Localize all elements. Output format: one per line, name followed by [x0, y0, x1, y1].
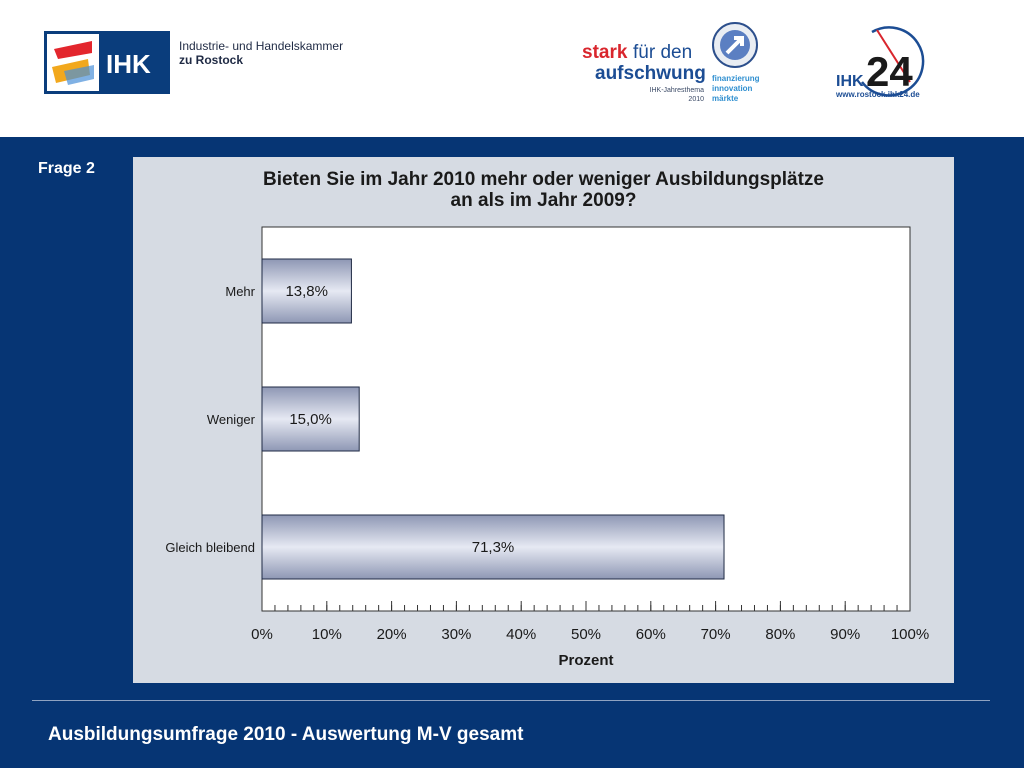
stark-word: stark: [582, 42, 628, 63]
x-tick-label-8: 80%: [765, 626, 795, 643]
x-tick-label-4: 40%: [506, 626, 536, 643]
x-tick-label-5: 50%: [571, 626, 601, 643]
header: IHK Industrie- und Handelskammer zu Rost…: [0, 0, 1024, 137]
category-label-2: Gleich bleibend: [165, 540, 255, 555]
x-tick-label-7: 70%: [701, 626, 731, 643]
x-tick-label-1: 10%: [312, 626, 342, 643]
aufschwung-text: aufschwung: [595, 63, 706, 84]
jahresthema-year: 2010: [688, 96, 704, 103]
footer-divider: [32, 700, 990, 701]
x-tick-label-6: 60%: [636, 626, 666, 643]
ihk24-prefix: IHK: [836, 73, 864, 90]
ihk24-number: 24: [866, 48, 913, 95]
chart-panel: Bieten Sie im Jahr 2010 mehr oder wenige…: [133, 157, 954, 683]
stark-item-0: finanzierung: [712, 74, 760, 83]
x-axis-label: Prozent: [558, 652, 613, 669]
x-tick-label-0: 0%: [251, 626, 273, 643]
ihk-name-line1: Industrie- und Handelskammer: [179, 39, 344, 53]
ihk24-url: www.rostock.ihk24.de: [835, 90, 920, 99]
stark-fuer-den-aufschwung-logo: stark für den aufschwung IHK-Jahresthema…: [582, 22, 760, 103]
bar-0: [261, 258, 352, 324]
ihk-logo: IHK: [44, 31, 170, 94]
data-label-0: 13,8%: [285, 283, 328, 300]
ihk-name-line2: zu Rostock: [179, 53, 244, 67]
jahresthema-text: IHK-Jahresthema: [650, 87, 705, 94]
category-label-0: Mehr: [225, 284, 255, 299]
chart-title-line2: an als im Jahr 2009?: [450, 190, 637, 211]
bar-2: [261, 514, 725, 580]
x-tick-label-2: 20%: [377, 626, 407, 643]
x-tick-label-3: 30%: [441, 626, 471, 643]
question-label: Frage 2: [38, 160, 95, 177]
category-label-1: Weniger: [207, 412, 256, 427]
fuer-den-text: für den: [633, 42, 692, 63]
chart-title: Bieten Sie im Jahr 2010 mehr oder wenige…: [133, 169, 954, 211]
arrow-up-right-icon: [725, 36, 744, 55]
stark-item-1: innovation: [712, 84, 753, 93]
ihk24-logo: IHK 24 www.rostock.ihk24.de: [835, 26, 925, 99]
chart-title-line1: Bieten Sie im Jahr 2010 mehr oder wenige…: [262, 169, 824, 190]
x-tick-label-9: 90%: [830, 626, 860, 643]
footer-title: Ausbildungsumfrage 2010 - Auswertung M-V…: [48, 724, 524, 745]
stark-item-2: märkte: [712, 94, 739, 103]
x-tick-label-10: 100%: [891, 626, 929, 643]
data-label-2: 71,3%: [472, 539, 515, 556]
bar-chart: 13,8% Mehr 15,0% Weniger 71,3% Gleich bleiben…: [165, 226, 929, 669]
data-label-1: 15,0%: [289, 411, 332, 428]
bar-1: [261, 386, 360, 452]
ihk-logo-text: IHK: [106, 49, 151, 79]
